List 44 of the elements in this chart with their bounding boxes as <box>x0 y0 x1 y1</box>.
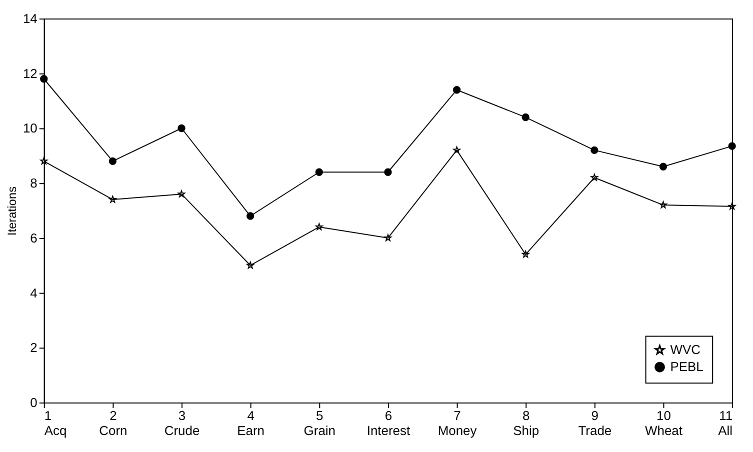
point <box>452 86 461 94</box>
y-tick-label: 12 <box>22 66 38 81</box>
x-tick-label: 8 Ship <box>513 408 540 438</box>
y-tick-label: 0 <box>30 395 38 410</box>
y-tick-label: 14 <box>22 11 38 26</box>
point <box>384 234 392 242</box>
point <box>178 190 186 198</box>
point <box>590 146 598 154</box>
point <box>522 250 530 258</box>
legend-label: WVC <box>670 342 700 358</box>
point <box>659 162 668 170</box>
point <box>315 168 323 176</box>
y-tick-label: 2 <box>30 340 38 356</box>
point <box>315 223 323 230</box>
x-tick-label: 7 Money <box>438 408 478 438</box>
y-axis-title: Iterations <box>5 186 19 236</box>
point <box>108 157 117 165</box>
point <box>728 142 736 150</box>
point <box>453 146 460 154</box>
point <box>109 196 116 203</box>
point <box>728 202 736 210</box>
point <box>40 75 48 83</box>
point <box>522 113 530 122</box>
y-tick-label: 8 <box>30 176 38 191</box>
y-tick-label: 6 <box>30 230 38 246</box>
legend-label: PEBL <box>670 359 704 374</box>
x-tick-label: 2 Corn <box>99 408 128 438</box>
point <box>246 262 254 269</box>
point <box>246 212 254 220</box>
x-tick-label: 1 Acq <box>44 408 67 438</box>
x-tick-label: 11 All <box>718 408 733 438</box>
x-tick-label: 5 Grain <box>304 408 336 438</box>
x-tick-label: 4 Earn <box>237 408 265 438</box>
x-tick-label: 9 Trade <box>578 408 612 438</box>
point <box>40 157 48 164</box>
x-tick-label: 6 Interest <box>366 408 410 438</box>
point <box>660 201 667 208</box>
y-tick-label: 10 <box>22 120 38 136</box>
point <box>178 124 186 132</box>
point <box>384 168 392 176</box>
point <box>590 174 598 181</box>
x-tick-label: 3 Crude <box>164 408 200 438</box>
y-tick-label: 4 <box>30 285 38 300</box>
x-tick-label: 10 Wheat <box>645 408 683 438</box>
